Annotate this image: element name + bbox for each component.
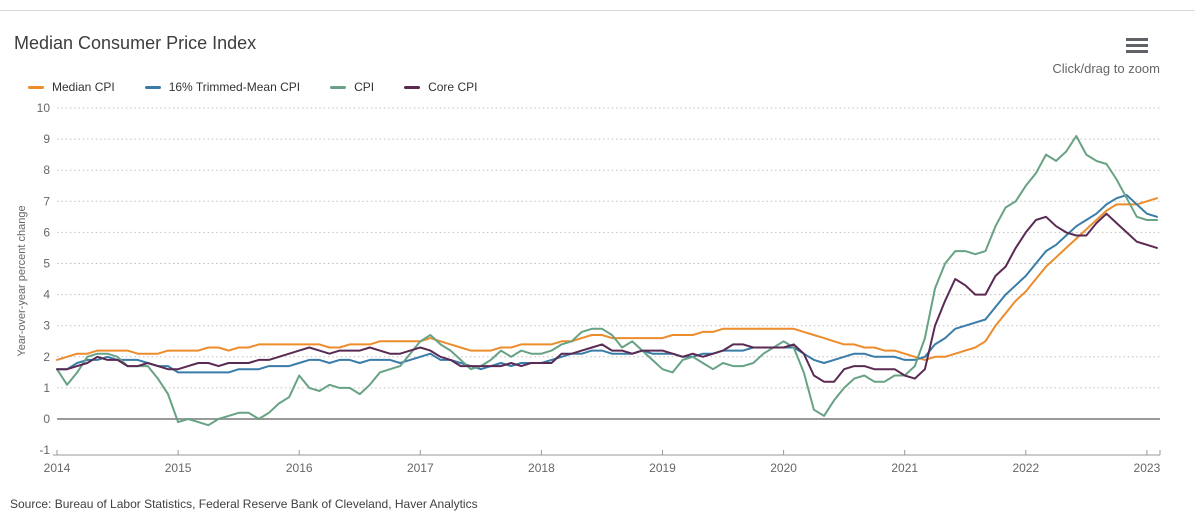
legend-dash-icon (330, 85, 347, 89)
hamburger-bar (1126, 44, 1148, 47)
x-tick-label: 2018 (528, 461, 555, 475)
hamburger-bar (1126, 38, 1148, 41)
x-tick-label: 2016 (286, 461, 313, 475)
legend-item-median-cpi[interactable]: Median CPI (28, 80, 115, 94)
y-tick-label: 1 (43, 381, 50, 395)
chart-title: Median Consumer Price Index (14, 33, 257, 53)
y-tick-label: 2 (43, 350, 50, 364)
y-tick-label: 6 (43, 225, 50, 239)
x-tick-label: 2023 (1134, 461, 1161, 475)
legend-label: 16% Trimmed-Mean CPI (168, 80, 301, 94)
legend: Median CPI 16% Trimmed-Mean CPI CPI Core CP… (28, 80, 477, 94)
x-tick-label: 2014 (44, 461, 71, 475)
zoom-hint-text: Click/drag to zoom (1052, 61, 1160, 76)
y-tick-label: 5 (43, 257, 50, 271)
hamburger-menu-icon[interactable] (1126, 38, 1148, 53)
x-tick-label: 2022 (1012, 461, 1039, 475)
hamburger-bar (1126, 50, 1148, 53)
y-tick-label: 8 (43, 163, 50, 177)
y-tick-label: -1 (39, 443, 50, 457)
series-line-16-trimmed-mean-cpi (56, 194, 1158, 374)
legend-item-cpi[interactable]: CPI (330, 80, 374, 94)
legend-label: Median CPI (52, 80, 115, 94)
y-tick-label: 0 (43, 412, 50, 426)
legend-dash-icon (404, 85, 421, 89)
source-note: Source: Bureau of Labor Statistics, Fede… (10, 497, 478, 511)
x-tick-label: 2017 (407, 461, 434, 475)
y-tick-label: 10 (37, 101, 51, 115)
legend-label: CPI (354, 80, 375, 94)
legend-dash-icon (28, 85, 44, 89)
legend-label: Core CPI (428, 80, 478, 94)
series-line-median-cpi (56, 197, 1158, 361)
y-tick-label: 4 (43, 288, 50, 302)
y-tick-label: 9 (43, 132, 50, 146)
x-tick-label: 2021 (891, 461, 918, 475)
series-line-cpi (56, 135, 1158, 427)
y-tick-label: 7 (43, 194, 50, 208)
legend-item-core-cpi[interactable]: Core CPI (404, 80, 477, 94)
x-tick-label: 2020 (770, 461, 797, 475)
y-tick-label: 3 (43, 319, 50, 333)
x-tick-label: 2019 (649, 461, 676, 475)
series-line-core-cpi (56, 212, 1158, 383)
legend-item-16-trimmed-mean-cpi[interactable]: 16% Trimmed-Mean CPI (144, 80, 301, 94)
top-divider (0, 10, 1195, 11)
legend-dash-icon (144, 85, 161, 89)
x-tick-label: 2015 (165, 461, 192, 475)
